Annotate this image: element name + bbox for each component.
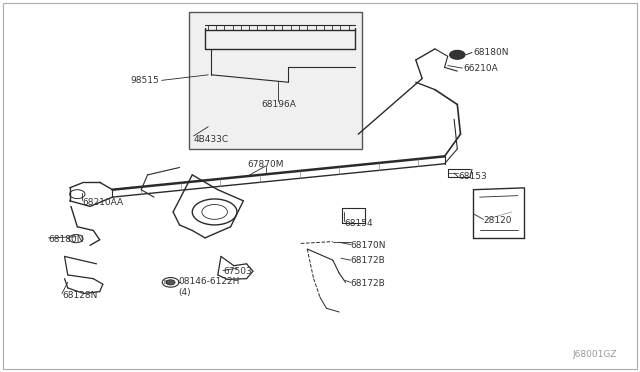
Text: J68001GZ: J68001GZ bbox=[572, 350, 617, 359]
Text: 68210AA: 68210AA bbox=[83, 198, 124, 207]
Text: 68154: 68154 bbox=[344, 219, 373, 228]
Text: 67503: 67503 bbox=[223, 267, 252, 276]
Text: 68196A: 68196A bbox=[261, 100, 296, 109]
Text: 68128N: 68128N bbox=[62, 291, 97, 300]
Circle shape bbox=[450, 50, 465, 59]
Text: 68170N: 68170N bbox=[351, 241, 386, 250]
Text: 68172B: 68172B bbox=[351, 256, 385, 265]
Text: B: B bbox=[164, 280, 167, 285]
Text: 66210A: 66210A bbox=[463, 64, 498, 73]
Text: 08146-6122H
(4): 08146-6122H (4) bbox=[178, 277, 239, 296]
Text: 68180N: 68180N bbox=[473, 48, 509, 57]
Text: 68153: 68153 bbox=[458, 172, 486, 181]
Text: 4B433C: 4B433C bbox=[193, 135, 228, 144]
Circle shape bbox=[166, 280, 175, 285]
Text: 98515: 98515 bbox=[131, 76, 159, 85]
Bar bbox=[189, 12, 362, 149]
Text: 67870M: 67870M bbox=[248, 160, 284, 169]
Text: 68172B: 68172B bbox=[351, 279, 385, 288]
Text: 28120: 28120 bbox=[483, 216, 512, 225]
Text: 68180N: 68180N bbox=[49, 235, 84, 244]
